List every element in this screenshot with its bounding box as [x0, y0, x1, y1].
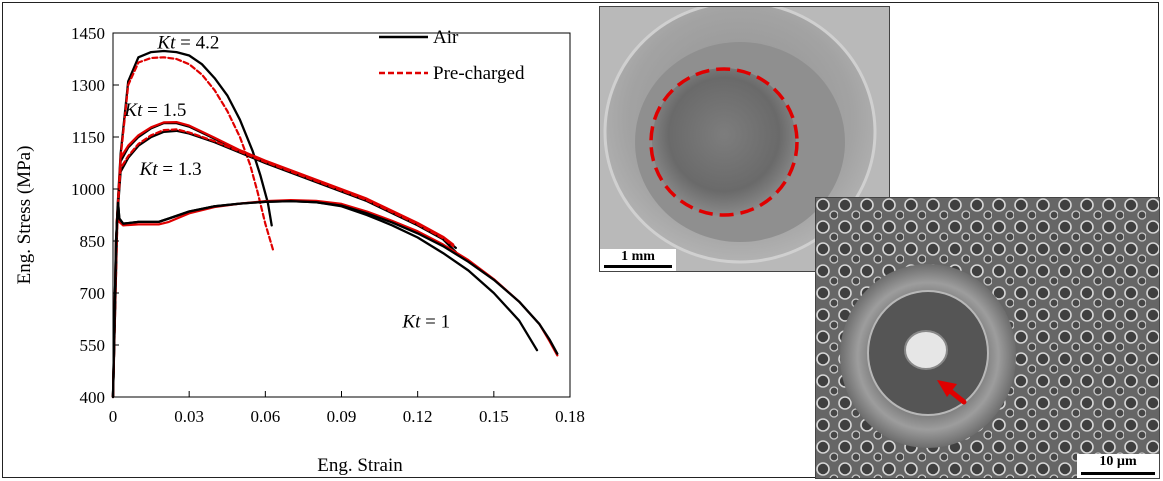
x-tick-label: 0.09 [327, 407, 357, 426]
curve-annotations: Kt = 4.2 Kt = 1.5 Kt = 1.3 Kt = 1 [123, 33, 450, 333]
scale-label: 1 mm [621, 249, 655, 264]
y-axis-label: Eng. Stress (MPa) [14, 146, 35, 285]
dimple-image [816, 198, 1159, 478]
scale-label: 10 µm [1099, 454, 1137, 469]
fracture-surface-micrograph: 1 mm [599, 6, 890, 272]
series-line-8 [111, 199, 559, 399]
series-line-9 [111, 199, 559, 399]
y-tick-label: 550 [80, 336, 106, 355]
kt-annotation: Kt = 4.2 [156, 33, 219, 54]
scale-bar [1081, 472, 1155, 475]
scale-bar-10um: 10 µm [1077, 454, 1159, 478]
y-tick-label: 400 [80, 388, 106, 407]
scale-bar-1mm: 1 mm [600, 249, 676, 271]
kt-annotation: Kt = 1.3 [139, 159, 202, 180]
legend: Air Pre-charged [379, 27, 525, 84]
y-tick-label: 1450 [71, 24, 105, 43]
x-tick-label: 0.18 [555, 407, 585, 426]
legend-label: Air [433, 27, 459, 48]
series-line-7 [111, 199, 539, 399]
y-tick-label: 1000 [71, 180, 105, 199]
x-tick-label: 0.15 [479, 407, 509, 426]
arrow-icon [937, 380, 957, 397]
kt-annotation: Kt = 1 [401, 312, 450, 333]
y-tick-label: 1300 [71, 76, 105, 95]
x-axis-label: Eng. Strain [317, 455, 403, 476]
x-tick-label: 0.12 [403, 407, 433, 426]
legend-label: Pre-charged [433, 63, 525, 84]
y-tick-label: 1150 [72, 128, 105, 147]
dimple-micrograph: 10 µm [815, 197, 1160, 479]
fracture-surface-image [600, 7, 889, 271]
stress-strain-chart: 0 0.03 0.06 0.09 0.12 0.15 0.18 400 550 700 850 100… [14, 24, 585, 476]
x-tick-label: 0.03 [174, 407, 204, 426]
x-tick-label: 0 [109, 407, 118, 426]
series-line-4 [111, 121, 455, 399]
series-line-6 [111, 128, 455, 399]
plot-lines [111, 49, 559, 399]
series-line-2 [111, 56, 275, 399]
y-tick-label: 850 [80, 232, 106, 251]
y-tick-label: 700 [80, 284, 106, 303]
x-tick-label: 0.06 [250, 407, 280, 426]
kt-annotation: Kt = 1.5 [123, 100, 186, 121]
axis-ticks: 0 0.03 0.06 0.09 0.12 0.15 0.18 400 550 700 850 100… [71, 24, 585, 426]
scale-bar [604, 265, 672, 268]
